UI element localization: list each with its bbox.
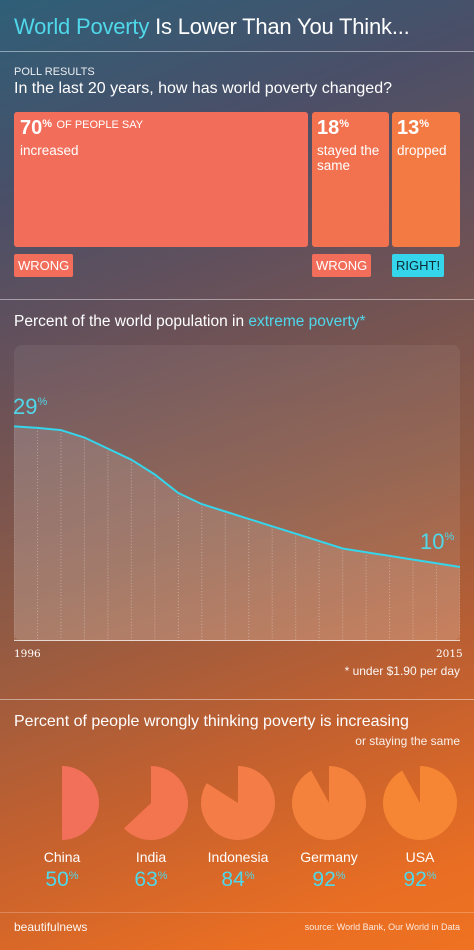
pie-slice	[383, 766, 458, 840]
pie-slice	[124, 766, 189, 840]
pie-indonesia	[200, 766, 275, 840]
divider	[0, 912, 474, 913]
poll-answer: stayed the same	[317, 143, 380, 173]
poll-value: 70%	[20, 117, 53, 139]
poll-box-increased: 70% OF PEOPLE SAY increased	[14, 112, 308, 247]
poll-lead: OF PEOPLE SAY	[56, 119, 144, 131]
poll-box-dropped: 13% dropped	[392, 112, 460, 247]
pie-label: Germany	[300, 849, 358, 865]
poll-question: In the last 20 years, how has world pove…	[14, 80, 392, 97]
pie-value: 92%	[312, 868, 346, 891]
pie-germany	[292, 766, 367, 840]
chart2-title: Percent of the world population in extre…	[14, 313, 366, 330]
end-value-label: 10%	[420, 529, 455, 554]
pie-india	[124, 766, 189, 840]
poll-value: 13%	[397, 117, 430, 139]
source-note: source: World Bank, Our World in Data	[304, 922, 460, 932]
pie-value: 84%	[221, 868, 255, 891]
pie-label: Indonesia	[207, 849, 269, 865]
title-highlight: World Poverty	[14, 14, 150, 39]
verdict-tag-wrong: WRONG	[312, 254, 372, 277]
verdict-tag-right: RIGHT!	[392, 254, 445, 277]
pie-china	[62, 766, 99, 840]
poll-label: POLL RESULTS	[14, 66, 95, 78]
divider	[0, 699, 474, 700]
pie-value: 63%	[134, 868, 168, 891]
footnote: * under $1.90 per day	[344, 664, 460, 678]
poll-value: 18%	[317, 117, 350, 139]
poll-answer: increased	[20, 143, 79, 158]
page-title: World Poverty Is Lower Than You Think...	[14, 14, 410, 40]
pie-label: USA	[405, 849, 435, 865]
pie-slice	[62, 766, 99, 840]
chart3-title: Percent of people wrongly thinking pover…	[14, 713, 409, 730]
start-value-label: 29%	[13, 394, 48, 419]
pie-slice	[292, 766, 367, 840]
divider	[0, 299, 474, 300]
title-rest: Is Lower Than You Think...	[149, 14, 410, 39]
chart3-subtitle: or staying the same	[355, 734, 460, 748]
poverty-area-chart	[14, 345, 460, 641]
chart-background	[14, 345, 460, 641]
pie-label: India	[135, 849, 167, 865]
poverty-series-line	[14, 425, 460, 568]
title-mark: *	[359, 313, 366, 330]
pie-value: 50%	[45, 868, 79, 891]
pie-label: China	[43, 849, 81, 865]
poll-answer: dropped	[397, 143, 447, 158]
area-fill	[14, 426, 460, 641]
x-tick-start: 1996	[14, 648, 41, 660]
title-highlight: extreme poverty	[248, 313, 360, 330]
pie-usa	[383, 766, 458, 840]
pie-slice	[200, 766, 275, 840]
x-tick-end: 2015	[436, 648, 463, 660]
poll-box-same: 18% stayed the same	[312, 112, 389, 247]
pie-value: 92%	[403, 868, 437, 891]
brand-logo: beautifulnews	[14, 920, 88, 934]
verdict-tag-wrong: WRONG	[14, 254, 74, 277]
divider	[0, 51, 474, 52]
